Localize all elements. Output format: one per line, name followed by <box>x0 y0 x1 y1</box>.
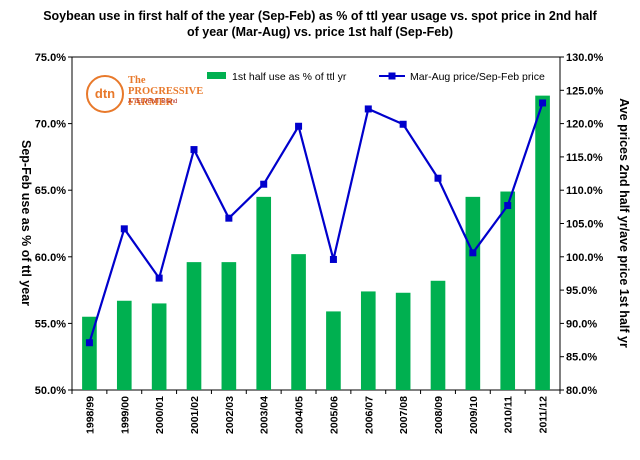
line-point <box>469 249 476 256</box>
x-tick-label: 2010/11 <box>503 396 515 434</box>
line-point <box>435 175 442 182</box>
bar <box>117 301 132 390</box>
bar <box>361 291 376 390</box>
bar <box>256 197 271 390</box>
y2-tick-label: 125.0% <box>566 85 604 97</box>
legend-bar-swatch <box>207 72 226 79</box>
bar <box>431 281 446 390</box>
line-point <box>121 225 128 232</box>
line-point <box>86 339 93 346</box>
line-point <box>260 181 267 188</box>
y2-tick-label: 95.0% <box>566 285 597 297</box>
y2-tick-label: 110.0% <box>566 185 603 197</box>
line-point <box>504 202 511 209</box>
bar <box>500 192 515 390</box>
y2-tick-label: 100.0% <box>566 252 604 264</box>
line-point <box>295 123 302 130</box>
bar <box>187 262 202 390</box>
line-point <box>539 99 546 106</box>
y-tick-label: 55.0% <box>35 318 66 330</box>
bar <box>152 303 167 390</box>
x-tick-label: 2008/09 <box>433 396 445 434</box>
line-point <box>330 256 337 263</box>
x-tick-label: 2007/08 <box>398 396 410 434</box>
line-point <box>225 215 232 222</box>
y2-tick-label: 120.0% <box>566 119 604 131</box>
bar <box>535 96 550 390</box>
y2-tick-label: 105.0% <box>566 219 604 231</box>
y2-axis-label: Ave prices 2nd half yr/ave price 1st hal… <box>617 98 631 348</box>
x-tick-label: 1999/00 <box>119 396 131 434</box>
x-tick-label: 2004/05 <box>294 396 306 434</box>
y2-tick-label: 80.0% <box>566 385 597 397</box>
x-tick-label: 2011/12 <box>538 396 550 434</box>
y-axis-left: 50.0% 55.0% 60.0% 65.0% 70.0% 75.0% <box>35 52 72 397</box>
y2-tick-label: 85.0% <box>566 352 597 364</box>
x-tick-label: 2000/01 <box>154 396 166 434</box>
bar <box>466 197 481 390</box>
x-tick-label: 2002/03 <box>224 396 236 434</box>
x-tick-label: 2001/02 <box>189 396 201 434</box>
y-tick-label: 75.0% <box>35 52 66 64</box>
y2-tick-label: 115.0% <box>566 152 603 164</box>
line-point <box>400 121 407 128</box>
x-tick-label: 1998/99 <box>84 396 96 434</box>
bar <box>222 262 237 390</box>
x-tick-label: 2003/04 <box>259 396 271 434</box>
progressive-farmer-logo: dtn The PROGRESSIVE FARMER A TELVENT Bra… <box>86 73 196 123</box>
legend: 1st half use as % of ttl yr Mar-Aug pric… <box>207 71 545 83</box>
x-tick-label: 2009/10 <box>468 396 480 434</box>
bar <box>396 293 411 390</box>
y-tick-label: 65.0% <box>35 185 66 197</box>
bar <box>291 254 306 390</box>
y-tick-label: 60.0% <box>35 252 66 264</box>
chart: Soybean use in first half of the year (S… <box>0 0 640 460</box>
y-tick-label: 70.0% <box>35 119 66 131</box>
x-tick-label: 2005/06 <box>328 396 340 434</box>
plot-area: 50.0% 55.0% 60.0% 65.0% 70.0% 75.0% 80.0% 85.0… <box>0 0 640 460</box>
x-axis: 1998/99 1999/00 2000/01 2001/02 2002/03 2003/… <box>72 390 560 434</box>
y-axis-right: 80.0% 85.0% 90.0% 95.0% 100.0% 105.0% 110.0% 11… <box>560 52 604 397</box>
logo-tagline: A TELVENT Brand <box>128 99 177 105</box>
legend-line-marker <box>389 73 396 80</box>
x-tick-label: 2006/07 <box>363 396 375 434</box>
line-point <box>191 146 198 153</box>
legend-bar-label: 1st half use as % of ttl yr <box>232 71 347 83</box>
y-axis-label: Sep-Feb use as % of ttl year <box>19 140 33 306</box>
legend-line-label: Mar-Aug price/Sep-Feb price <box>410 71 545 83</box>
y2-tick-label: 130.0% <box>566 52 604 64</box>
y-tick-label: 50.0% <box>35 385 66 397</box>
line-point <box>365 105 372 112</box>
dtn-logo-icon: dtn <box>86 75 124 113</box>
y2-tick-label: 90.0% <box>566 318 597 330</box>
line-point <box>156 275 163 282</box>
bar <box>326 311 341 390</box>
